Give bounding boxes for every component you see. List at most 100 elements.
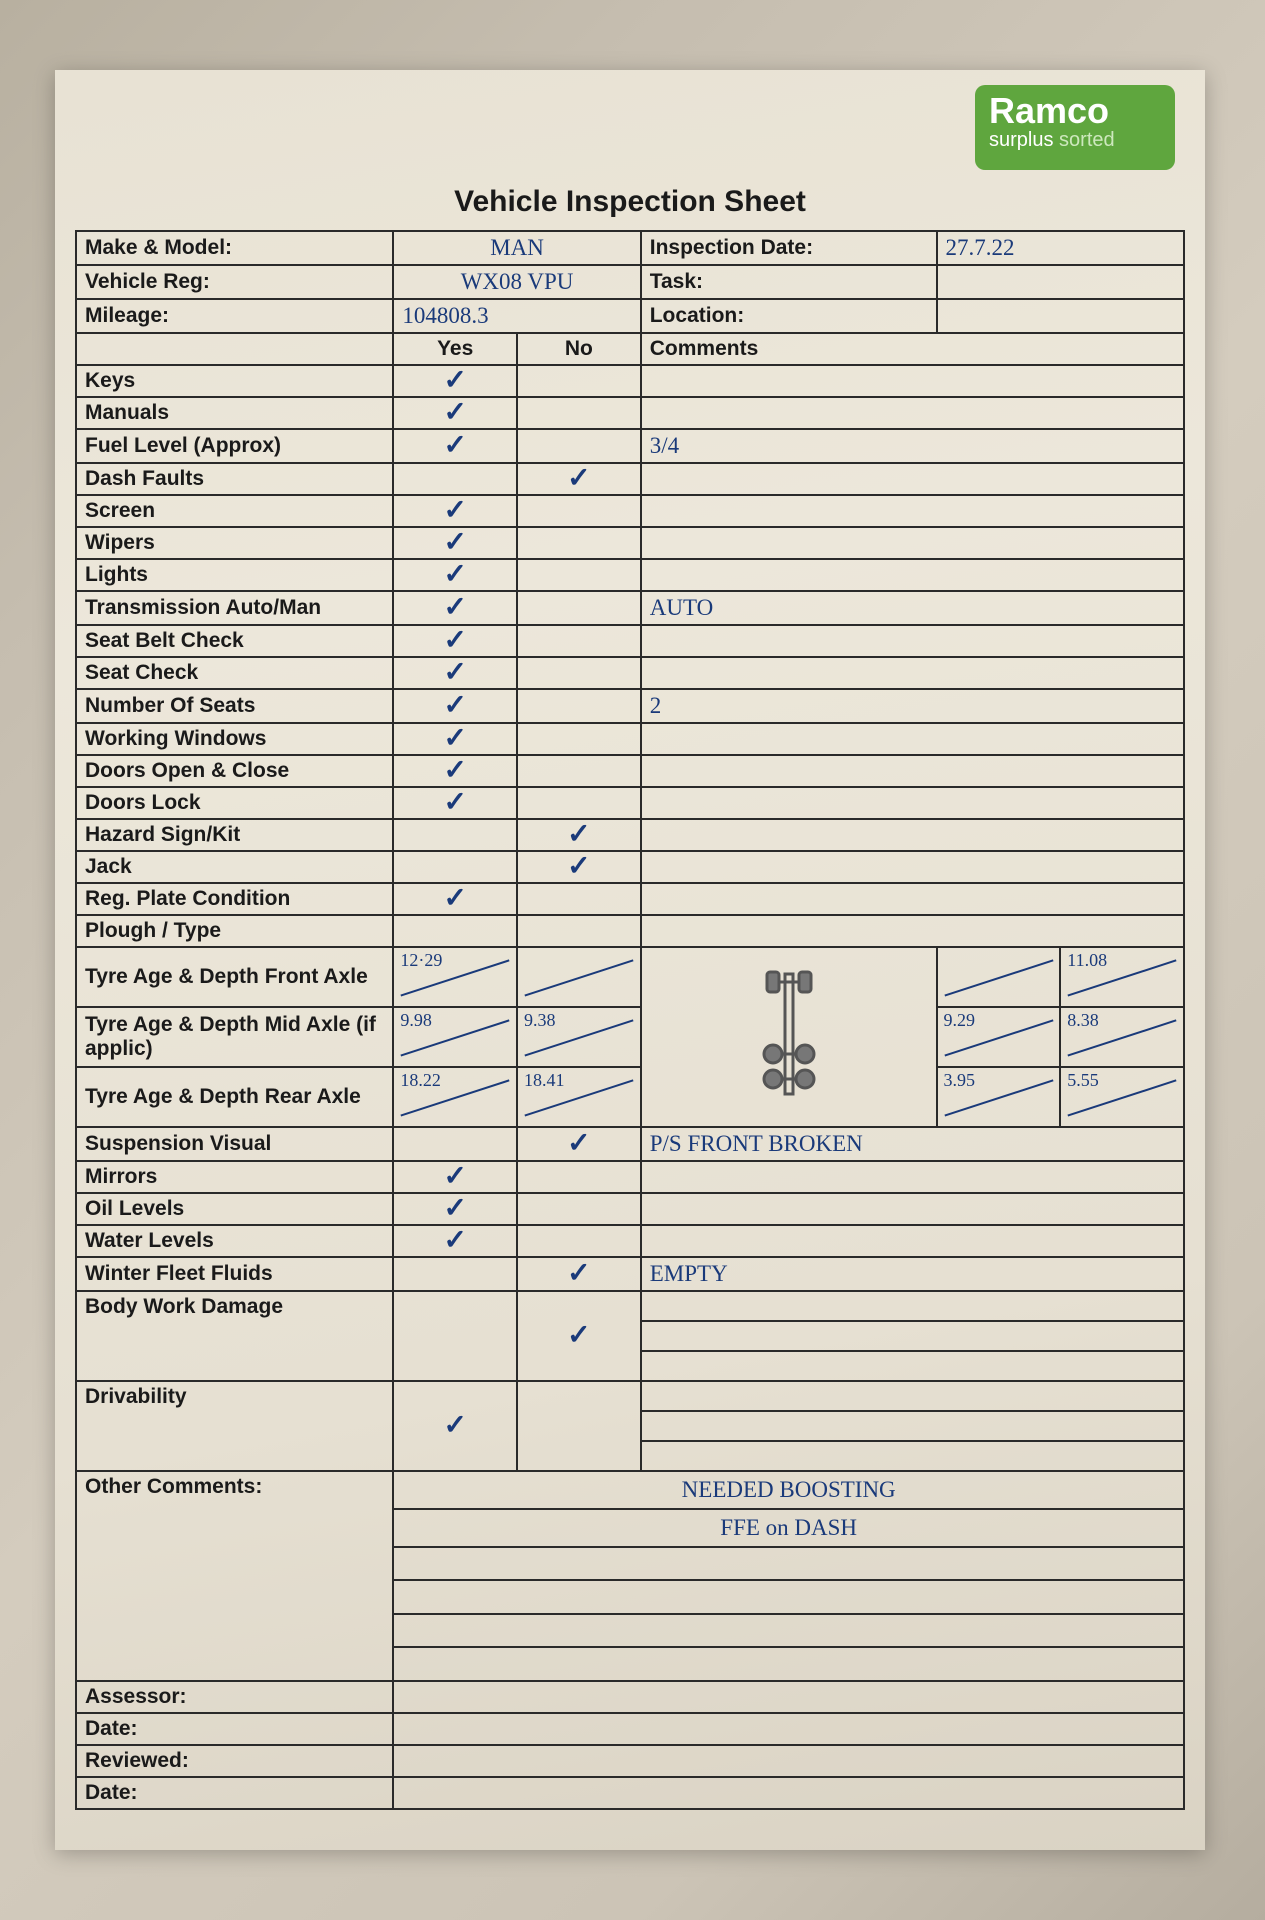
rows-no xyxy=(517,591,641,625)
date1-value xyxy=(393,1713,1184,1745)
rows-no xyxy=(517,755,641,787)
rows-label: Hazard Sign/Kit xyxy=(76,819,393,851)
rows-no xyxy=(517,495,641,527)
sheet-table: Make & Model: MAN Inspection Date: 27.7.… xyxy=(75,230,1185,1810)
logo-brand: Ramco xyxy=(989,93,1161,129)
rows-no: ✓ xyxy=(517,851,641,883)
task-label: Task: xyxy=(641,265,937,299)
rows2-no: ✓ xyxy=(517,1127,641,1161)
rows-label: Dash Faults xyxy=(76,463,393,495)
reg-label: Vehicle Reg: xyxy=(76,265,393,299)
rows-label: Screen xyxy=(76,495,393,527)
drivability-no xyxy=(517,1381,641,1471)
other-line3 xyxy=(393,1547,1184,1581)
reviewed-value xyxy=(393,1745,1184,1777)
tyre-mid-r2: 8.38 xyxy=(1060,1007,1184,1067)
drivability-c3 xyxy=(641,1441,1184,1471)
mileage-label: Mileage: xyxy=(76,299,393,333)
other-line6 xyxy=(393,1647,1184,1681)
tyre-front-yes: 12·29 xyxy=(393,947,517,1007)
reg-value: WX08 VPU xyxy=(393,265,640,299)
page-title: Vehicle Inspection Sheet xyxy=(55,185,1205,219)
rows-label: Reg. Plate Condition xyxy=(76,883,393,915)
insp-date-label: Inspection Date: xyxy=(641,231,937,265)
bodywork-c2 xyxy=(641,1321,1184,1351)
rows2-no xyxy=(517,1225,641,1257)
rows-no xyxy=(517,527,641,559)
rows2-label: Winter Fleet Fluids xyxy=(76,1257,393,1291)
tyre-rear-r1: 3.95 xyxy=(937,1067,1061,1127)
rows-yes: ✓ xyxy=(393,689,517,723)
rows-no xyxy=(517,883,641,915)
rows-label: Number Of Seats xyxy=(76,689,393,723)
rows-no xyxy=(517,689,641,723)
bodywork-c1 xyxy=(641,1291,1184,1321)
rows-no xyxy=(517,625,641,657)
rows-no xyxy=(517,559,641,591)
tyre-rear-r2: 5.55 xyxy=(1060,1067,1184,1127)
rows-no xyxy=(517,723,641,755)
rows-comment: 3/4 xyxy=(641,429,1184,463)
bodywork-no: ✓ xyxy=(517,1291,641,1381)
rows-yes: ✓ xyxy=(393,559,517,591)
rows-yes xyxy=(393,915,517,947)
rows-no xyxy=(517,429,641,463)
rows-yes: ✓ xyxy=(393,495,517,527)
insp-date-value: 27.7.22 xyxy=(937,231,1184,265)
rows-yes: ✓ xyxy=(393,365,517,397)
tyre-mid-r1: 9.29 xyxy=(937,1007,1061,1067)
bodywork-c3 xyxy=(641,1351,1184,1381)
rows2-label: Mirrors xyxy=(76,1161,393,1193)
rows-yes: ✓ xyxy=(393,397,517,429)
rows-yes: ✓ xyxy=(393,591,517,625)
col-comments: Comments xyxy=(641,333,1184,365)
rows2-no: ✓ xyxy=(517,1257,641,1291)
rows-comment: 2 xyxy=(641,689,1184,723)
rows-label: Jack xyxy=(76,851,393,883)
rows-no xyxy=(517,657,641,689)
reviewed-label: Reviewed: xyxy=(76,1745,393,1777)
logo-tagline: surplus sorted xyxy=(989,129,1161,152)
chassis-icon xyxy=(759,964,819,1104)
make-value: MAN xyxy=(393,231,640,265)
ramco-logo: Ramco surplus sorted xyxy=(975,85,1175,170)
rows-comment xyxy=(641,787,1184,819)
rows-label: Seat Belt Check xyxy=(76,625,393,657)
rows2-yes: ✓ xyxy=(393,1161,517,1193)
other-line1: NEEDED BOOSTING xyxy=(393,1471,1184,1509)
rows2-no xyxy=(517,1161,641,1193)
rows-label: Working Windows xyxy=(76,723,393,755)
tyre-front-no xyxy=(517,947,641,1007)
rows-yes: ✓ xyxy=(393,657,517,689)
rows-yes: ✓ xyxy=(393,883,517,915)
rows-label: Plough / Type xyxy=(76,915,393,947)
rows-comment xyxy=(641,657,1184,689)
rows2-yes: ✓ xyxy=(393,1225,517,1257)
rows-yes: ✓ xyxy=(393,755,517,787)
rows2-label: Water Levels xyxy=(76,1225,393,1257)
col-no: No xyxy=(517,333,641,365)
date2-label: Date: xyxy=(76,1777,393,1809)
rows-label: Keys xyxy=(76,365,393,397)
drivability-c1 xyxy=(641,1381,1184,1411)
rows-comment xyxy=(641,365,1184,397)
bodywork-yes xyxy=(393,1291,517,1381)
rows-no xyxy=(517,915,641,947)
col-yes: Yes xyxy=(393,333,517,365)
date1-label: Date: xyxy=(76,1713,393,1745)
rows2-comment xyxy=(641,1193,1184,1225)
rows2-yes xyxy=(393,1127,517,1161)
rows-label: Transmission Auto/Man xyxy=(76,591,393,625)
rows-yes: ✓ xyxy=(393,429,517,463)
tyre-front-r2: 11.08 xyxy=(1060,947,1184,1007)
other-comments-label: Other Comments: xyxy=(76,1471,393,1681)
other-line4 xyxy=(393,1580,1184,1614)
rows2-label: Oil Levels xyxy=(76,1193,393,1225)
rows2-comment: P/S FRONT BROKEN xyxy=(641,1127,1184,1161)
rows-comment xyxy=(641,755,1184,787)
tyre-rear-no: 18.41 xyxy=(517,1067,641,1127)
task-value xyxy=(937,265,1184,299)
rows2-yes: ✓ xyxy=(393,1193,517,1225)
rows-yes xyxy=(393,819,517,851)
rows-comment xyxy=(641,559,1184,591)
